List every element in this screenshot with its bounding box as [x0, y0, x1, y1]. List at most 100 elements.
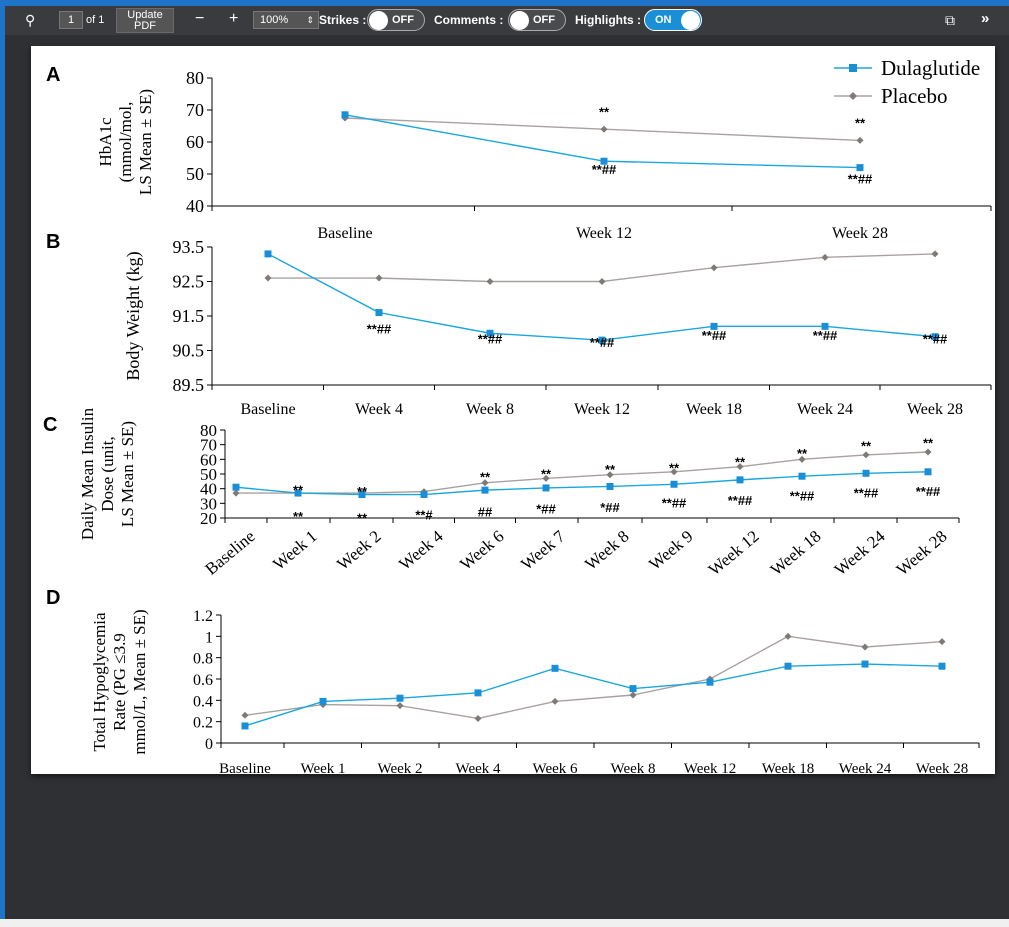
- pdf-page: A 40 50 60 70 80 Baseline Week 12 Week 28 HbA1c(m…: [31, 46, 995, 774]
- x-tick-label: Week 18: [686, 401, 742, 418]
- y-tick-label: 20: [200, 509, 217, 528]
- x-tick-label: Week 28: [832, 225, 888, 242]
- x-tick-label: Week 28: [893, 527, 951, 580]
- data-point-dulaglutide: [375, 309, 383, 317]
- series-line-placebo: [236, 451, 929, 494]
- y-tick-label: 0.4: [193, 693, 213, 710]
- comments-toggle[interactable]: OFF: [508, 9, 566, 31]
- series-line-dulaglutide: [235, 471, 929, 496]
- y-tick-label: 50: [200, 465, 217, 484]
- y-axis-title-line: mmol/L, Mean ± SE): [130, 609, 149, 754]
- significance-annotation: **: [735, 455, 746, 470]
- highlights-label: Highlights :: [575, 13, 641, 27]
- significance-annotation: **: [923, 436, 934, 451]
- x-tick-label: Week 8: [581, 527, 632, 574]
- legend-marker-dulaglutide: [849, 64, 857, 72]
- data-point-dulaglutide: [486, 329, 494, 337]
- significance-annotation: *##: [536, 502, 556, 517]
- data-point-dulaglutide: [319, 697, 327, 705]
- panel-letter: C: [43, 414, 57, 436]
- significance-annotation: ##: [478, 505, 493, 520]
- update-pdf-button[interactable]: Update PDF: [116, 8, 174, 33]
- y-tick-label: 0.6: [193, 672, 213, 689]
- x-tick-label: Week 1: [269, 527, 320, 574]
- significance-annotation: **##: [478, 332, 503, 347]
- data-point-dulaglutide: [396, 694, 404, 702]
- update-pdf-label-1: Update: [127, 9, 163, 21]
- panel-letter: D: [46, 587, 60, 609]
- y-axis-title-line: LS Mean ± SE): [136, 89, 155, 195]
- data-point-placebo: [862, 451, 870, 459]
- double-chevron-right-icon[interactable]: »: [981, 10, 990, 27]
- significance-annotation: **: [293, 509, 304, 524]
- data-point-dulaglutide: [294, 489, 302, 497]
- y-tick-label: 92.5: [173, 272, 205, 292]
- significance-annotation: *##: [600, 500, 620, 515]
- search-icon[interactable]: ⚲: [25, 12, 36, 28]
- significance-annotation: **#: [415, 507, 433, 522]
- data-point-dulaglutide: [474, 689, 482, 697]
- legend-label-dulaglutide: Dulaglutide: [881, 56, 980, 80]
- data-point-placebo: [551, 697, 559, 705]
- strikes-toggle[interactable]: OFF: [367, 9, 425, 31]
- data-point-dulaglutide: [931, 333, 939, 341]
- data-point-placebo: [232, 489, 240, 497]
- x-tick-label: Week 24: [797, 401, 853, 418]
- y-tick-label: 80: [200, 421, 217, 440]
- x-tick-label: Week 2: [377, 761, 422, 774]
- y-tick-label: 30: [200, 494, 217, 513]
- update-pdf-label-2: PDF: [134, 20, 156, 32]
- significance-annotation: **: [541, 466, 552, 481]
- page-number-input[interactable]: 1: [59, 11, 83, 29]
- toggle-knob: [369, 11, 388, 30]
- data-point-dulaglutide: [706, 678, 714, 686]
- y-tick-label: 40: [200, 480, 217, 499]
- y-tick-label: 93.5: [173, 237, 205, 257]
- highlights-toggle[interactable]: ON: [644, 9, 702, 31]
- zoom-in-button[interactable]: +: [229, 10, 239, 27]
- panel-letter: B: [46, 231, 60, 253]
- x-tick-label: Baseline: [317, 225, 372, 242]
- data-point-placebo: [264, 274, 272, 282]
- x-tick-label: Week 4: [355, 401, 403, 418]
- x-tick-label: Week 28: [916, 761, 969, 774]
- data-point-dulaglutide: [856, 164, 864, 172]
- series-line-placebo: [244, 635, 943, 720]
- significance-annotation: **: [293, 483, 304, 498]
- strikes-state: OFF: [392, 14, 414, 26]
- y-axis-title: Body Weight (kg): [123, 251, 144, 380]
- x-tick-label: Week 18: [767, 527, 825, 580]
- data-point-dulaglutide: [861, 660, 869, 668]
- x-tick-label: Week 28: [907, 401, 963, 418]
- pdf-toolbar: ⚲ 1 of 1 Update PDF − + 100% ⇕ Strikes :…: [5, 6, 1009, 35]
- zoom-select[interactable]: 100% ⇕: [253, 11, 319, 29]
- x-tick-label: Week 12: [574, 401, 630, 418]
- data-point-dulaglutide: [341, 111, 349, 119]
- y-axis-title-line: Rate (PG ≤3.9: [110, 633, 129, 731]
- significance-annotation: **: [357, 484, 368, 499]
- x-tick-label: Week 24: [831, 526, 889, 579]
- y-axis-title: HbA1c(mmol/mol,LS Mean ± SE): [96, 89, 155, 195]
- significance-annotation: **##: [813, 328, 838, 343]
- significance-annotation: **##: [702, 328, 727, 343]
- y-axis-title-line: Daily Mean Insulin: [78, 407, 97, 540]
- y-tick-label: 60: [186, 132, 204, 152]
- significance-annotation: **: [357, 510, 368, 525]
- y-axis-title: Daily Mean InsulinDose (unit,LS Mean ± S…: [78, 407, 137, 540]
- significance-annotation: **##: [590, 335, 615, 350]
- x-tick-label: Week 7: [517, 526, 569, 574]
- x-tick-label: Week 4: [455, 761, 501, 774]
- external-link-icon[interactable]: ⧉: [945, 12, 955, 28]
- y-axis-title: Total HypoglycemiaRate (PG ≤3.9mmol/L, M…: [90, 609, 149, 754]
- data-point-dulaglutide: [264, 250, 272, 258]
- data-point-placebo: [486, 278, 494, 285]
- x-tick-label: Week 8: [466, 401, 514, 418]
- significance-annotation: **##: [854, 485, 879, 500]
- y-axis-title-line: HbA1c: [96, 117, 115, 167]
- data-point-placebo: [542, 474, 550, 482]
- zoom-out-button[interactable]: −: [195, 10, 205, 27]
- y-tick-label: 1.2: [193, 608, 213, 625]
- strikes-label: Strikes :: [319, 13, 367, 27]
- toggle-knob: [510, 11, 529, 30]
- data-point-dulaglutide: [600, 157, 608, 165]
